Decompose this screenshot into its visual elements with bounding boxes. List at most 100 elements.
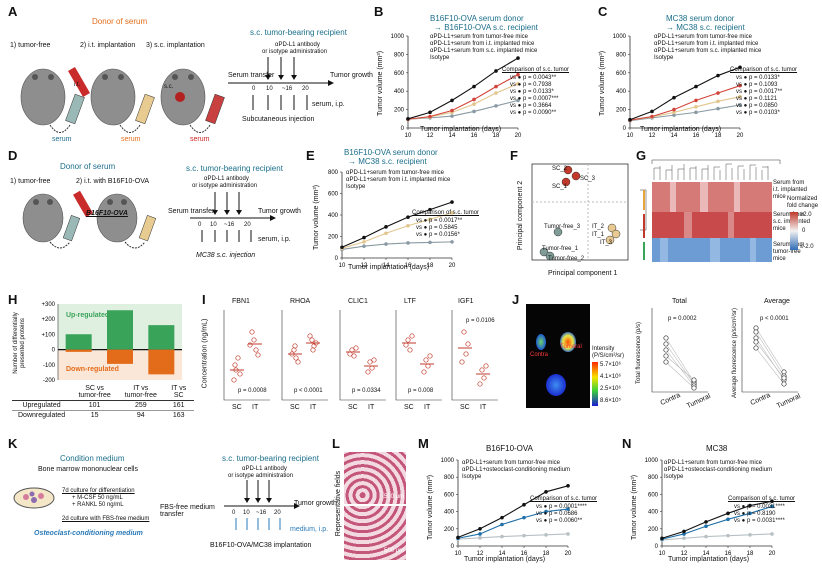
pca-plot-f: [531, 163, 629, 261]
y-tick-label: 800: [648, 475, 659, 481]
timeline-a-20: 20: [302, 86, 309, 92]
y-tick-label: 600: [394, 71, 405, 77]
antibody-a: αPD-L1 antibody: [275, 42, 320, 48]
panel-label-f: F: [510, 148, 518, 163]
data-point: [672, 107, 676, 112]
chart-h: -200 -100 0 +100 +200 +300: [41, 302, 182, 384]
data-point: [472, 102, 476, 106]
comp-title-b: Comparison of s.c. tumor: [502, 67, 570, 73]
legend-m-2: αPD-L1+osteoclast-conditioning medium: [462, 467, 571, 473]
series-line: [457, 485, 569, 538]
y-tick-label: +100: [41, 332, 55, 338]
data-point: [738, 94, 742, 99]
data-point: [716, 73, 720, 78]
data-point: [748, 503, 752, 508]
data-point: [450, 114, 454, 118]
data-point: [450, 98, 454, 103]
timeline-d-16: ~16: [224, 222, 235, 228]
medium-k: Osteoclast-conditioning medium: [34, 530, 143, 537]
data-point: [682, 529, 686, 534]
data-point: [522, 502, 526, 507]
panel-label-d: D: [8, 148, 18, 163]
x-tick-label: 18: [427, 263, 434, 269]
colorbar-j: [592, 362, 598, 406]
data-point: [566, 532, 570, 536]
colorbar-g: [790, 212, 798, 250]
ylabel-j-1: Total fluorescence (p/s): [636, 321, 643, 385]
panel-label-k: K: [8, 436, 18, 451]
intensity-label-j: Intensity (P/S/cm²/sr): [592, 346, 624, 359]
series-line: [407, 57, 519, 120]
title-c-1: MC38 serum donor: [666, 14, 735, 23]
scale-j-1: 5.7×10⁶: [600, 362, 621, 368]
comp-title-m: Comparison of s.c. tumor: [530, 496, 598, 502]
pca-label-sc3: SC_3: [580, 176, 596, 182]
series-line: [407, 99, 519, 120]
step1a-k: + M-CSF 50 ng/mL: [72, 495, 123, 501]
transfer-k: FBS-free medium transfer: [160, 504, 215, 518]
title-m: B16F10-OVA: [486, 444, 533, 453]
data-point: [516, 82, 520, 86]
series-line: [457, 508, 569, 539]
data-point: [716, 106, 720, 111]
legend-b-2: αPD-L1+serum from i.t. implanted mice: [430, 41, 535, 47]
table-h: SC vs tumor-free IT vs tumor-free IT vs …: [12, 384, 194, 420]
y-tick-label: 1000: [613, 34, 627, 40]
comp-b-6: vs ● p = 0.0090**: [510, 110, 557, 116]
pval-i-4: p = 0.008: [408, 388, 434, 394]
bar-up: [107, 310, 133, 350]
y-tick-label: 200: [328, 235, 339, 241]
data-point: [478, 527, 482, 531]
comp-m-2: vs ● p = 0.0686: [536, 511, 578, 517]
x-tick-label: 12: [649, 133, 656, 139]
ylabel-f: Principal component 2: [517, 180, 525, 251]
timeline-k-0: 0: [232, 510, 236, 516]
timeline-a: [228, 57, 334, 110]
x-tick-label: 20: [449, 263, 456, 269]
xlabel-n: Tumor implantation (days): [668, 556, 750, 563]
timeline-a-16: ~16: [282, 86, 293, 92]
data-point: [726, 511, 730, 516]
chart-e: 0 200 400 600 800 10 12 14 16 18 20: [328, 170, 456, 269]
table-h-cell: 101: [88, 402, 101, 409]
pval-i-3: p = 0.0334: [352, 388, 381, 394]
legend-c-2: αPD-L1+serum from i.t. implanted mice: [654, 41, 759, 47]
data-point: [770, 504, 774, 509]
data-point: [682, 532, 686, 536]
recipient-title-a: s.c. tumor-bearing recipient: [250, 28, 347, 37]
data-point: [428, 114, 432, 119]
data-point: [738, 103, 742, 107]
data-point: [362, 235, 366, 240]
ylabel-l: Representative fields: [335, 470, 343, 537]
x-tick-label: 14: [671, 133, 678, 139]
comp-n-2: vs ● p = 0.8190: [734, 511, 776, 517]
pca-label-tf3: Tumor-free_3: [544, 224, 581, 230]
y-tick-label: 400: [616, 89, 627, 95]
xtick-i-sc-1: SC: [232, 404, 242, 411]
table-h-cell: 161: [172, 402, 185, 409]
legend-e-2: αPD-L1+serum from i.t. implanted mice: [346, 177, 451, 183]
chart-m: 0 200 400 600 800 1000 10 12 14 16 18 20: [441, 458, 572, 557]
data-point: [704, 520, 708, 524]
donor-title-a: Donor of serum: [92, 17, 148, 26]
data-point: [726, 517, 730, 522]
timeline-k-16: ~16: [256, 510, 267, 516]
table-h-cell: Upregulated: [22, 402, 61, 409]
data-point: [362, 244, 366, 248]
legend-n-2: αPD-L1+osteoclast-conditioning medium: [664, 467, 773, 473]
group-a-2: 2) i.t. implantation: [80, 42, 136, 49]
timeline-a-10: 10: [266, 86, 273, 92]
x-tick-label: 16: [405, 263, 412, 269]
y-tick-label: 400: [394, 89, 405, 95]
data-point: [694, 84, 698, 89]
down-label-h: Down-regulated: [66, 366, 119, 373]
histology-image-l: [344, 452, 406, 560]
comp-n-1: vs ● p = 0.0031****: [734, 504, 785, 510]
title-c-2: → MC38 s.c. recipient: [666, 23, 745, 32]
xlabel-b: Tumor implantation (days): [420, 126, 502, 133]
ylabel-i: Concentration (ng/mL): [201, 318, 209, 389]
data-point: [566, 484, 570, 488]
chart-b: 0 200 400 600 800 1000 10 12 14 16 18 20: [391, 34, 522, 139]
data-point: [500, 534, 504, 539]
data-point: [516, 98, 520, 103]
